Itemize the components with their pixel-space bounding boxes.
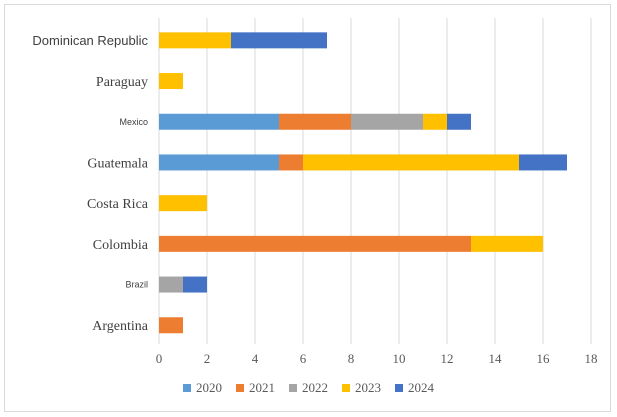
category-label: Mexico <box>119 117 148 127</box>
legend-label: 2022 <box>302 380 328 395</box>
bar-segment <box>159 317 183 334</box>
category-label: Colombia <box>93 238 149 253</box>
bar-segment <box>231 32 327 49</box>
bar-segment <box>423 113 447 130</box>
bar-segment <box>303 154 519 171</box>
x-tick-label: 18 <box>585 351 598 366</box>
chart-legend: 2020 2021 2022 2023 2024 <box>0 378 617 398</box>
legend-swatch <box>289 384 297 392</box>
bar-segment <box>159 113 279 130</box>
category-label: Argentina <box>92 319 149 334</box>
legend-label: 2023 <box>355 380 381 395</box>
category-labels: Dominican Republic Paraguay Mexico Guatemal… <box>32 33 148 334</box>
chart-frame <box>4 4 611 412</box>
bar-segment <box>159 154 279 171</box>
bar-segment <box>159 195 207 212</box>
x-tick-label: 10 <box>393 351 406 366</box>
category-label: Brazil <box>125 280 148 290</box>
x-tick-label: 16 <box>537 351 551 366</box>
x-tick-label: 12 <box>441 351 454 366</box>
x-tick-label: 8 <box>348 351 355 366</box>
legend-item: 2024 <box>395 380 434 396</box>
bar-segment <box>279 113 351 130</box>
x-tick-label: 14 <box>489 351 503 366</box>
bar-segment <box>519 154 567 171</box>
x-tick-label: 4 <box>252 351 259 366</box>
bar-segment <box>183 276 207 293</box>
category-label: Dominican Republic <box>32 33 148 48</box>
bar-segment <box>471 235 543 252</box>
legend-item: 2023 <box>342 380 381 396</box>
legend-swatch <box>236 384 244 392</box>
x-tick-label: 6 <box>300 351 307 366</box>
category-label: Paraguay <box>96 75 148 90</box>
legend-label: 2020 <box>196 380 222 395</box>
x-tick-label: 2 <box>204 351 211 366</box>
bar-segment <box>159 32 231 49</box>
legend-label: 2021 <box>249 380 275 395</box>
legend-swatch <box>342 384 350 392</box>
legend-label: 2024 <box>408 380 434 395</box>
bars <box>159 32 567 334</box>
gridlines <box>158 18 592 344</box>
bar-segment <box>447 113 471 130</box>
legend-swatch <box>183 384 191 392</box>
bar-segment <box>279 154 303 171</box>
bar-segment <box>351 113 423 130</box>
legend-item: 2021 <box>236 380 275 396</box>
category-label: Guatemala <box>87 156 148 171</box>
bar-segment <box>159 276 183 293</box>
legend-swatch <box>395 384 403 392</box>
legend-item: 2020 <box>183 380 222 396</box>
bar-segment <box>159 73 183 90</box>
category-label: Costa Rica <box>87 197 149 212</box>
legend-item: 2022 <box>289 380 328 396</box>
x-axis-ticks: 0 2 4 6 8 10 12 14 16 18 <box>156 351 598 366</box>
bar-segment <box>159 235 471 252</box>
x-tick-label: 0 <box>156 351 163 366</box>
